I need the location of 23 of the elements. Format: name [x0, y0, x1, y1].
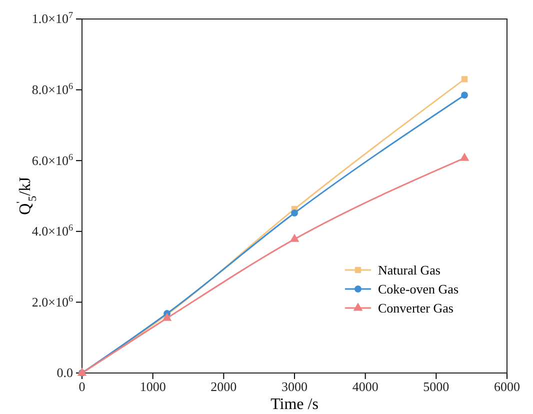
x-tick-label: 3000 — [282, 379, 308, 394]
y-tick-label: 8.0×10$^{6}$ — [32, 80, 74, 97]
y-tick-label: 4.0×10$^{6}$ — [32, 222, 74, 239]
x-axis-title: Time /s — [270, 396, 318, 413]
point — [291, 210, 298, 216]
y-tick-label: 6.0×10$^{6}$ — [32, 152, 74, 168]
legend-label: Natural Gas — [378, 262, 440, 278]
y-tick-label: 0.0 — [56, 365, 73, 380]
legend-label: Converter Gas — [378, 300, 454, 316]
point — [162, 312, 172, 321]
point — [461, 76, 468, 82]
y-tick-label: 1.0×10$^{7}$ — [32, 10, 74, 26]
x-tick-label: 5000 — [423, 379, 450, 394]
legend-label: Coke-oven Gas — [378, 282, 459, 296]
point — [290, 234, 300, 242]
x-tick-label: 1000 — [140, 379, 166, 394]
x-tick-label: 0 — [78, 379, 86, 394]
point — [461, 92, 468, 99]
x-tick-label: 2000 — [210, 379, 237, 394]
x-tick-label: 4000 — [352, 379, 378, 394]
x-tick-label: 6000 — [494, 379, 520, 394]
y-tick-label: 2.0×10$^{6}$ — [32, 293, 74, 310]
point — [460, 152, 470, 161]
